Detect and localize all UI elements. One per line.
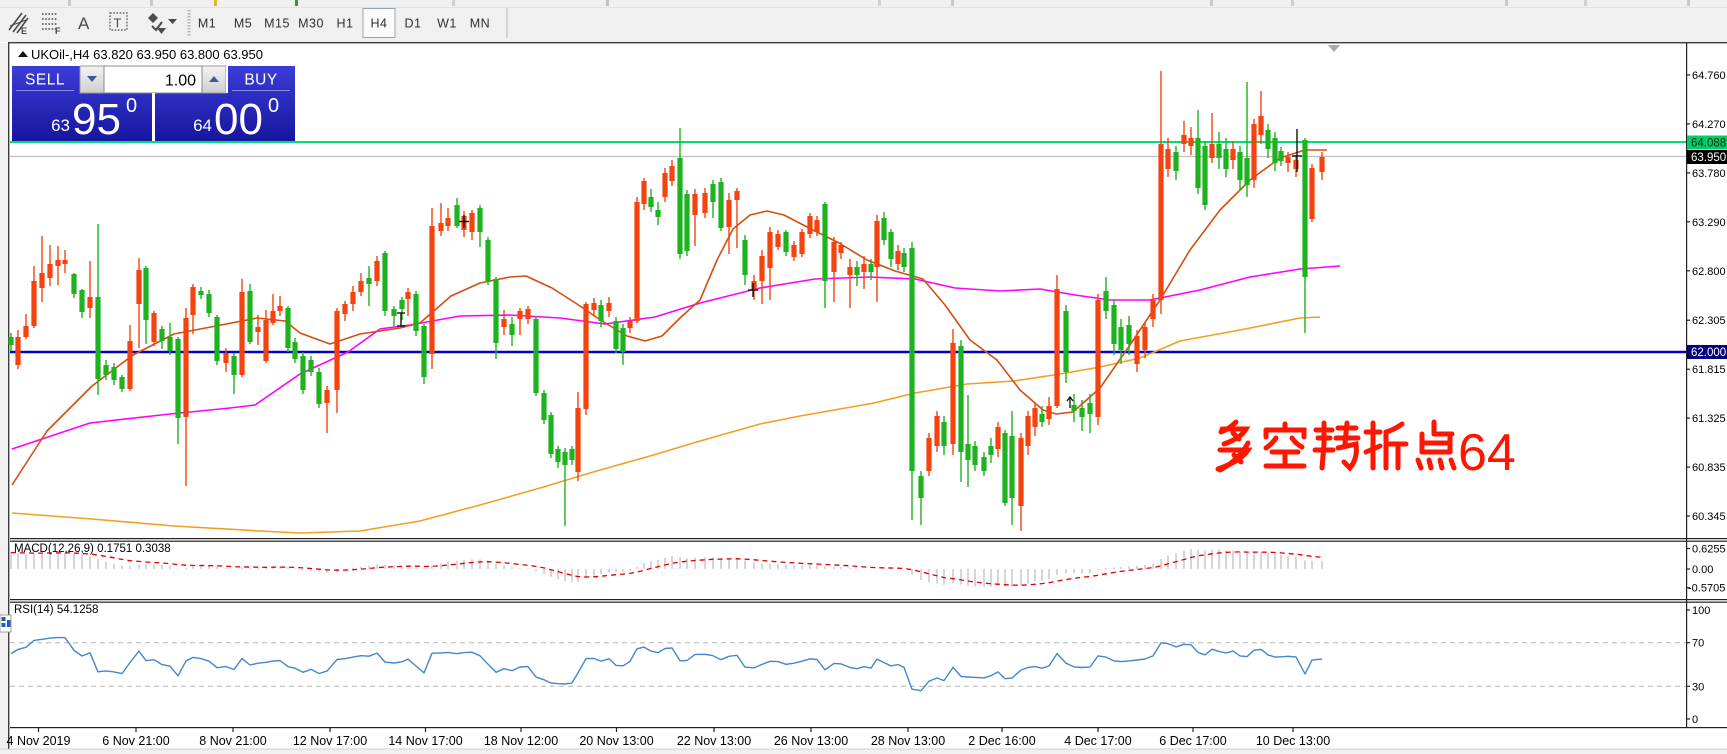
svg-text:E: E — [21, 26, 27, 36]
svg-text:63.290: 63.290 — [1692, 217, 1726, 229]
svg-text:64: 64 — [193, 116, 212, 135]
svg-text:63.780: 63.780 — [1692, 168, 1726, 180]
svg-text:26 Nov 13:00: 26 Nov 13:00 — [774, 734, 848, 748]
svg-text:60.345: 60.345 — [1692, 511, 1726, 523]
svg-text:M30: M30 — [298, 17, 324, 31]
svg-text:UKOil-,H4 63.820 63.950 63.80: UKOil-,H4 63.820 63.950 63.800 63.950 — [31, 47, 263, 62]
svg-text:MN: MN — [470, 17, 490, 31]
svg-text:T: T — [114, 16, 122, 31]
svg-text:95: 95 — [72, 95, 121, 144]
svg-text:6 Dec 17:00: 6 Dec 17:00 — [1159, 734, 1226, 748]
svg-text:30: 30 — [1692, 681, 1704, 693]
svg-text:62.305: 62.305 — [1692, 315, 1726, 327]
svg-text:00: 00 — [214, 95, 263, 144]
svg-text:12 Nov 17:00: 12 Nov 17:00 — [293, 734, 367, 748]
svg-text:8 Nov 21:00: 8 Nov 21:00 — [199, 734, 266, 748]
svg-text:4 Nov 2019: 4 Nov 2019 — [7, 734, 71, 748]
svg-text:0: 0 — [126, 95, 137, 117]
svg-text:64: 64 — [1458, 424, 1516, 482]
svg-text:.: . — [1691, 0, 1694, 3]
svg-text:M5: M5 — [234, 17, 252, 31]
svg-text:64.760: 64.760 — [1692, 70, 1726, 82]
svg-text:SELL: SELL — [25, 72, 65, 89]
svg-text:100: 100 — [1692, 605, 1710, 617]
svg-text:W1: W1 — [437, 17, 457, 31]
svg-text:63: 63 — [51, 116, 70, 135]
svg-text:0: 0 — [268, 95, 279, 117]
svg-text:1.00: 1.00 — [165, 73, 196, 90]
svg-text:22 Nov 13:00: 22 Nov 13:00 — [677, 734, 751, 748]
svg-text:H1: H1 — [337, 17, 354, 31]
svg-text:0: 0 — [1692, 714, 1698, 726]
svg-text:60.835: 60.835 — [1692, 462, 1726, 474]
svg-text:4 Dec 17:00: 4 Dec 17:00 — [1064, 734, 1131, 748]
svg-text:70: 70 — [1692, 638, 1704, 650]
svg-text:18 Nov 12:00: 18 Nov 12:00 — [484, 734, 558, 748]
svg-text:14 Nov 17:00: 14 Nov 17:00 — [388, 734, 462, 748]
svg-text:RSI(14) 54.1258: RSI(14) 54.1258 — [14, 604, 98, 616]
svg-text:64.270: 64.270 — [1692, 119, 1726, 131]
svg-text:M1: M1 — [198, 17, 216, 31]
svg-text:M15: M15 — [264, 17, 290, 31]
svg-text:28 Nov 13:00: 28 Nov 13:00 — [871, 734, 945, 748]
svg-text:20 Nov 13:00: 20 Nov 13:00 — [579, 734, 653, 748]
svg-text:61.815: 61.815 — [1692, 364, 1726, 376]
svg-text:D1: D1 — [405, 17, 422, 31]
svg-text:63.950: 63.950 — [1691, 152, 1726, 164]
svg-text:H4: H4 — [371, 17, 388, 31]
svg-text:-0.5705: -0.5705 — [1688, 583, 1725, 595]
svg-text:6 Nov 21:00: 6 Nov 21:00 — [102, 734, 169, 748]
svg-text:0.6255: 0.6255 — [1692, 544, 1726, 556]
svg-text:61.325: 61.325 — [1692, 413, 1726, 425]
svg-text:10 Dec 13:00: 10 Dec 13:00 — [1256, 734, 1330, 748]
svg-text:BUY: BUY — [244, 72, 277, 89]
svg-text:64.088: 64.088 — [1691, 138, 1726, 150]
svg-text:2 Dec 16:00: 2 Dec 16:00 — [968, 734, 1035, 748]
svg-text:0.00: 0.00 — [1692, 564, 1713, 576]
svg-text:A: A — [78, 14, 90, 33]
svg-text:F: F — [55, 26, 61, 36]
svg-text:62.800: 62.800 — [1692, 266, 1726, 278]
svg-text:MACD(12,26,9) 0.1751 0.3038: MACD(12,26,9) 0.1751 0.3038 — [14, 543, 171, 555]
svg-text:62.000: 62.000 — [1691, 347, 1726, 359]
